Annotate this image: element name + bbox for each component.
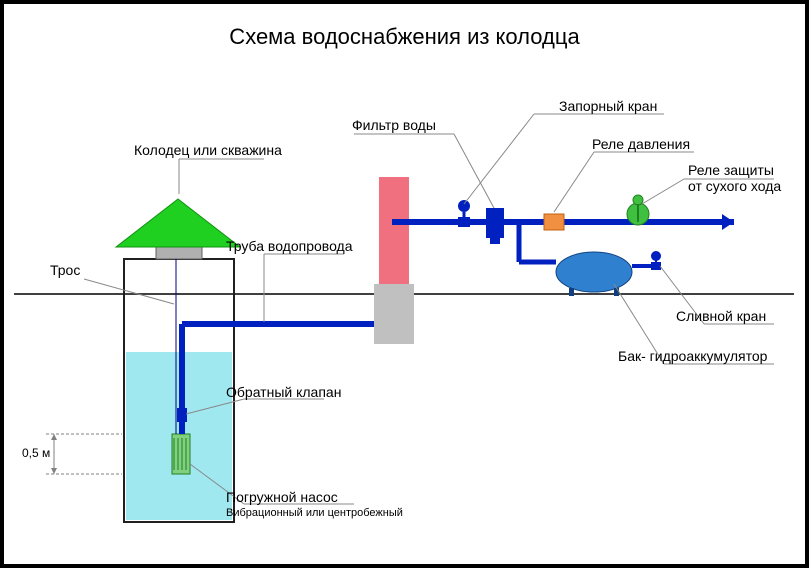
label-filter: Фильтр воды [352, 117, 436, 133]
water-filter [486, 208, 504, 238]
submersible-pump [172, 434, 190, 474]
tank-leg-1 [569, 288, 574, 296]
wall-base [374, 284, 414, 344]
pressure-relay [544, 214, 564, 230]
label-accum: Бак- гидроаккумулятор [618, 348, 767, 364]
label-well: Колодец или скважина [134, 142, 282, 158]
shutoff-valve-wheel [458, 200, 470, 212]
label-depth: 0,5 м [22, 446, 50, 460]
leader-shutoff [464, 114, 534, 204]
drain-valve-wheel [651, 251, 661, 261]
label-pump-sub: Вибрационный или центробежный [226, 507, 403, 519]
label-drain: Сливной кран [676, 308, 766, 324]
label-cable: Трос [50, 262, 80, 278]
drain-valve-body [651, 262, 661, 270]
well-hatch [156, 247, 202, 259]
water-supply-diagram [4, 4, 805, 564]
tank-leg-2 [614, 288, 619, 296]
label-pipe: Труба водопровода [226, 238, 353, 254]
leader-filter [454, 134, 494, 208]
leader-pressure [554, 152, 594, 212]
wall-section [379, 177, 409, 284]
shutoff-valve-body [458, 217, 470, 227]
well-roof [116, 199, 240, 247]
leader-dryrun [642, 179, 684, 204]
label-dryrun1: Реле защиты [688, 162, 774, 178]
label-checkvalve: Обратный клапан [226, 384, 341, 400]
label-shutoff: Запорный кран [559, 98, 657, 114]
leader-cable [84, 279, 174, 304]
outlet-arrow [722, 214, 734, 230]
accumulator-tank [556, 252, 632, 292]
label-dryrun2: от сухого хода [688, 178, 781, 194]
label-pump: Погружной насос [226, 489, 338, 505]
label-pressure: Реле давления [592, 136, 690, 152]
